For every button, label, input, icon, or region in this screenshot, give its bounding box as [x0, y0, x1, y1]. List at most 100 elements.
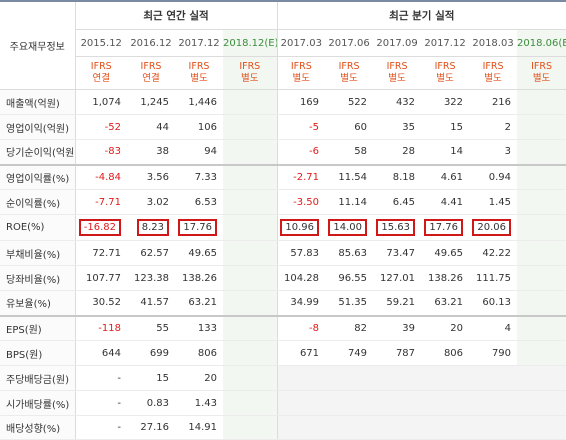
table-cell: 4.61	[421, 163, 470, 190]
accounting-standard: IFRS 별도	[469, 56, 518, 90]
cell-value: 7.33	[194, 171, 217, 183]
accounting-standard-scope: 별도	[292, 73, 311, 84]
table-cell	[223, 139, 278, 165]
table-cell: 14.00	[325, 214, 374, 241]
table-cell: 62.57	[127, 240, 175, 266]
row-label: BPS(원)	[0, 340, 76, 366]
table-cell: 0.94	[469, 163, 518, 190]
period-header: 2015.12	[75, 29, 127, 57]
table-cell: -83	[75, 139, 127, 165]
table-cell: 4.41	[421, 189, 470, 215]
cell-value: 671	[299, 347, 320, 359]
table-cell	[223, 340, 278, 366]
table-cell: 96.55	[325, 265, 374, 291]
cell-value: 59.21	[386, 297, 416, 309]
table-cell	[517, 314, 566, 341]
group-quarterly: 최근 분기 실적	[276, 0, 566, 30]
table-cell: 111.75	[469, 265, 518, 291]
accounting-standard: IFRS 별도	[325, 56, 374, 90]
table-cell: 10.96	[276, 214, 326, 241]
accounting-standard: IFRS 별도	[276, 56, 326, 90]
cell-value: 1,245	[140, 96, 169, 108]
table-cell: -16.82	[75, 214, 127, 241]
table-cell	[421, 415, 470, 440]
cell-value: 216	[491, 96, 512, 108]
table-cell: 169	[276, 89, 326, 115]
cell-value: 35	[402, 121, 416, 133]
cell-value: 44	[156, 121, 169, 133]
cell-value: -16.82	[78, 219, 121, 236]
table-cell: 6.45	[373, 189, 422, 215]
table-cell: 1,446	[175, 89, 223, 115]
table-row: 당기순이익(억원) -83 38 94 -6 58 28 14 3	[0, 139, 566, 165]
table-cell	[223, 163, 278, 190]
cell-value: 0.94	[488, 171, 512, 183]
accounting-standard-type: IFRS	[239, 61, 261, 72]
cell-value: 111.75	[476, 272, 512, 284]
table-cell	[325, 365, 374, 391]
table-cell	[517, 189, 566, 215]
table-cell: 138.26	[175, 265, 223, 291]
cell-value: 3	[504, 146, 512, 158]
cell-value: 522	[347, 96, 368, 108]
accounting-standard: IFRS 연결	[127, 56, 175, 90]
row-label: 주당배당금(원)	[0, 365, 76, 391]
cell-value: 138.26	[428, 272, 464, 284]
cell-value: 644	[101, 347, 121, 359]
table-cell: 644	[75, 340, 127, 366]
cell-value: 699	[149, 347, 169, 359]
period-header: 2017.12	[421, 29, 470, 57]
table-cell: -5	[276, 114, 326, 140]
period-header: 2018.03	[469, 29, 518, 57]
table-cell	[223, 290, 278, 316]
cell-value: 63.21	[434, 297, 464, 309]
row-label: 배당성향(%)	[0, 415, 76, 440]
cell-value: 1,074	[92, 96, 121, 108]
accounting-standard-scope: 별도	[532, 73, 551, 84]
period-header: 2017.12	[175, 29, 223, 57]
table-cell: 30.52	[75, 290, 127, 316]
table-cell: 44	[127, 114, 175, 140]
table-cell: 1.43	[175, 390, 223, 416]
cell-value: -	[117, 422, 121, 433]
cell-value: -83	[104, 146, 121, 158]
row-label: 영업이익(억원)	[0, 114, 76, 140]
cell-value: 62.57	[140, 247, 169, 259]
cell-value: 34.99	[290, 297, 320, 309]
accounting-standard-type: IFRS	[338, 61, 360, 72]
table-cell: 4	[469, 314, 518, 341]
table-cell	[517, 214, 566, 241]
cell-value: 94	[204, 146, 217, 158]
cell-value: 85.63	[338, 247, 368, 259]
table-cell: 94	[175, 139, 223, 165]
table-row: 영업이익률(%) -4.84 3.56 7.33 -2.71 11.54 8.18 4.61 0…	[0, 163, 566, 190]
accounting-standard-scope: 별도	[484, 73, 502, 84]
group-annual: 최근 연간 실적	[75, 0, 278, 30]
table-cell: 55	[127, 314, 175, 341]
table-cell: 39	[373, 314, 422, 341]
cell-value: 432	[395, 96, 416, 108]
row-label: 유보율(%)	[0, 290, 76, 316]
table-cell	[223, 415, 278, 440]
table-cell: -118	[75, 314, 127, 341]
table-cell: -	[75, 390, 127, 416]
table-cell	[276, 415, 326, 440]
cell-value: 1.43	[194, 397, 217, 409]
table-cell	[223, 390, 278, 416]
period-header: 2017.06	[325, 29, 374, 57]
table-cell: 806	[175, 340, 223, 366]
table-row: ROE(%) -16.82 8.23 17.76 10.96 14.00 15.63 17.7…	[0, 214, 566, 241]
table-cell: 699	[127, 340, 175, 366]
table-cell	[223, 314, 278, 341]
cell-value: 17.76	[424, 219, 464, 236]
table-row: 배당성향(%) - 27.16 14.91	[0, 415, 566, 440]
cell-value: -8	[309, 322, 320, 334]
cell-value: 39	[402, 322, 416, 334]
table-cell: -	[75, 415, 127, 440]
table-cell: -	[75, 365, 127, 391]
cell-value: 11.14	[338, 196, 368, 208]
cell-value: -6	[309, 146, 320, 158]
cell-value: 27.16	[140, 422, 169, 433]
table-cell: -4.84	[75, 163, 127, 190]
